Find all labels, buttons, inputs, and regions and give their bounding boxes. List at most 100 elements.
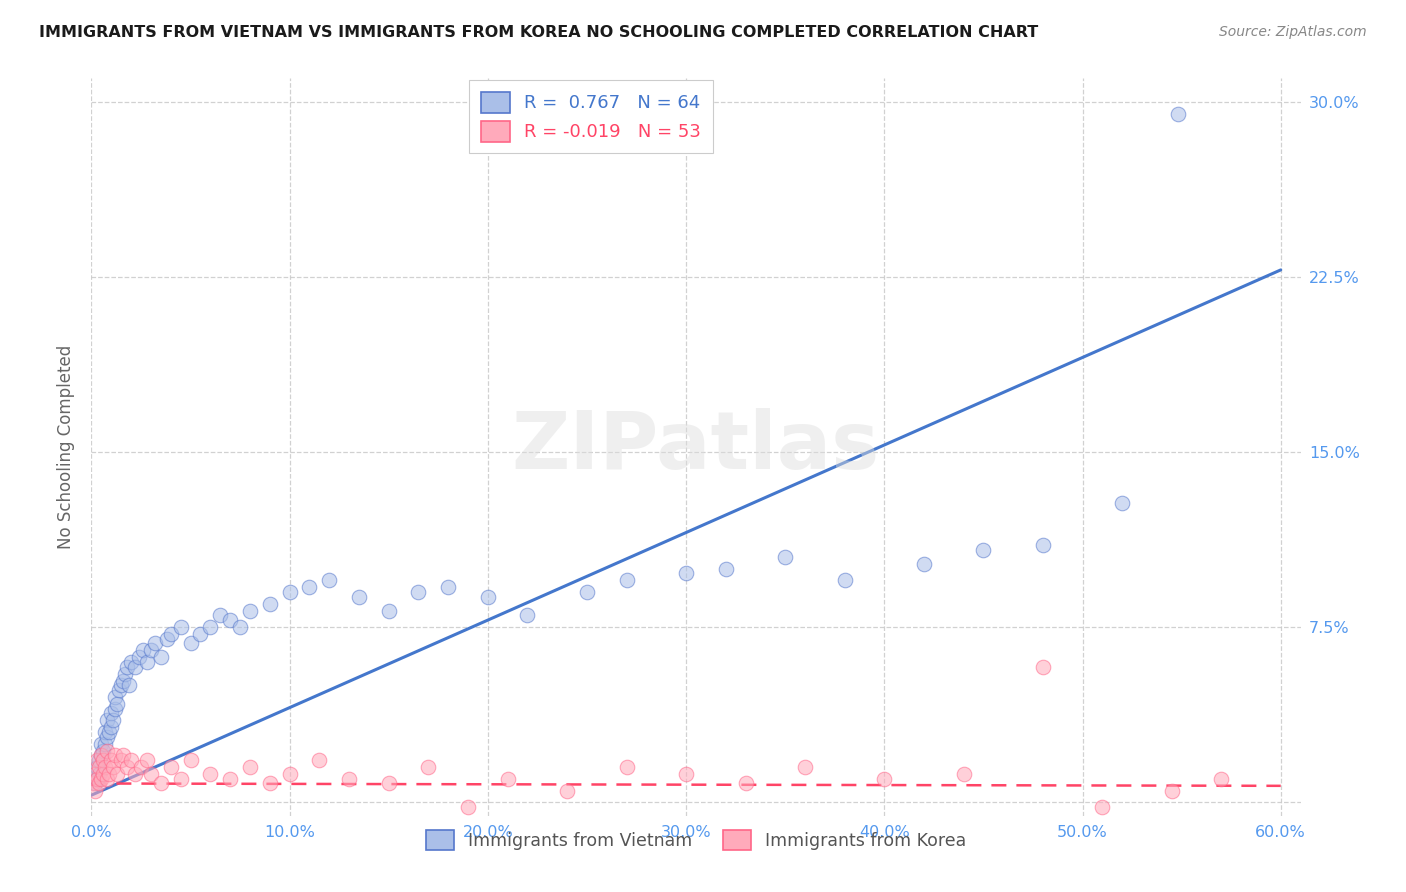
Point xyxy=(135,655,157,669)
Point xyxy=(104,702,127,716)
Point xyxy=(89,776,111,790)
Point xyxy=(159,627,181,641)
Point xyxy=(90,748,112,763)
Point xyxy=(120,655,142,669)
Point xyxy=(84,783,107,797)
Point xyxy=(89,753,111,767)
Point xyxy=(118,678,141,692)
Point xyxy=(337,772,360,786)
Point xyxy=(616,760,638,774)
Point xyxy=(120,753,142,767)
Point xyxy=(91,753,114,767)
Point xyxy=(318,574,340,588)
Point xyxy=(873,772,896,786)
Point xyxy=(100,753,122,767)
Point xyxy=(377,604,399,618)
Point xyxy=(347,590,370,604)
Point xyxy=(190,627,212,641)
Point xyxy=(259,776,281,790)
Point xyxy=(110,753,132,767)
Point xyxy=(952,767,974,781)
Point xyxy=(156,632,179,646)
Point xyxy=(179,636,201,650)
Point xyxy=(104,690,127,705)
Point xyxy=(98,767,121,781)
Point xyxy=(90,772,112,786)
Point xyxy=(115,660,138,674)
Point xyxy=(90,748,112,763)
Point xyxy=(516,608,538,623)
Point xyxy=(108,683,131,698)
Point xyxy=(96,772,118,786)
Point xyxy=(219,613,242,627)
Point xyxy=(219,772,242,786)
Point xyxy=(94,737,117,751)
Legend: Immigrants from Vietnam, Immigrants from Korea: Immigrants from Vietnam, Immigrants from… xyxy=(416,820,976,861)
Point xyxy=(96,714,118,728)
Point xyxy=(298,581,321,595)
Point xyxy=(105,767,128,781)
Point xyxy=(114,666,136,681)
Point xyxy=(100,706,122,721)
Point xyxy=(457,800,479,814)
Point xyxy=(135,753,157,767)
Point xyxy=(124,767,146,781)
Point xyxy=(103,760,125,774)
Point xyxy=(129,760,152,774)
Point xyxy=(575,585,598,599)
Point xyxy=(794,760,817,774)
Point xyxy=(616,574,638,588)
Point xyxy=(229,620,252,634)
Point xyxy=(128,650,150,665)
Text: IMMIGRANTS FROM VIETNAM VS IMMIGRANTS FROM KOREA NO SCHOOLING COMPLETED CORRELAT: IMMIGRANTS FROM VIETNAM VS IMMIGRANTS FR… xyxy=(39,25,1039,40)
Text: Source: ZipAtlas.com: Source: ZipAtlas.com xyxy=(1219,25,1367,39)
Point xyxy=(1211,772,1233,786)
Point xyxy=(834,574,856,588)
Point xyxy=(84,776,107,790)
Point xyxy=(86,753,108,767)
Point xyxy=(169,772,191,786)
Point xyxy=(98,725,121,739)
Point xyxy=(159,760,181,774)
Point xyxy=(239,760,262,774)
Point xyxy=(84,767,107,781)
Point xyxy=(124,660,146,674)
Point xyxy=(132,643,155,657)
Point xyxy=(103,714,125,728)
Point xyxy=(1091,800,1114,814)
Point xyxy=(91,767,114,781)
Point xyxy=(477,590,499,604)
Point xyxy=(100,721,122,735)
Point xyxy=(200,767,222,781)
Y-axis label: No Schooling Completed: No Schooling Completed xyxy=(56,345,75,549)
Point xyxy=(278,585,301,599)
Point xyxy=(239,604,262,618)
Point xyxy=(200,620,222,634)
Point xyxy=(86,760,108,774)
Point xyxy=(408,585,430,599)
Point xyxy=(278,767,301,781)
Point xyxy=(139,767,162,781)
Point xyxy=(437,581,460,595)
Point xyxy=(143,636,166,650)
Point xyxy=(1167,106,1189,120)
Point xyxy=(112,748,135,763)
Point xyxy=(1032,538,1054,552)
Point xyxy=(115,760,138,774)
Point xyxy=(86,772,108,786)
Point xyxy=(110,678,132,692)
Point xyxy=(104,748,127,763)
Point xyxy=(149,776,172,790)
Point xyxy=(139,643,162,657)
Point xyxy=(94,760,117,774)
Point xyxy=(972,543,994,558)
Point xyxy=(675,566,697,581)
Point xyxy=(90,737,112,751)
Point xyxy=(259,597,281,611)
Point xyxy=(89,760,111,774)
Text: ZIPatlas: ZIPatlas xyxy=(512,409,880,486)
Point xyxy=(496,772,519,786)
Point xyxy=(308,753,330,767)
Point xyxy=(96,744,118,758)
Point xyxy=(94,725,117,739)
